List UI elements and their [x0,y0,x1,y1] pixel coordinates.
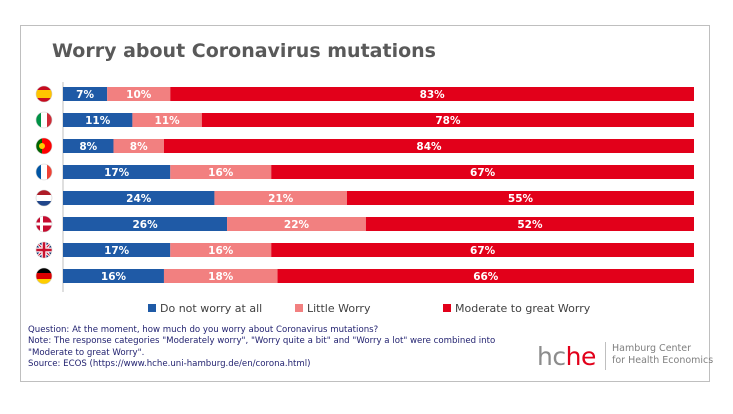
data-label-it-0: 11% [85,115,111,127]
bar-segment-es-1 [107,87,171,101]
flag-outline [35,85,53,103]
source-note: Source: ECOS (https://www.hche.uni-hambu… [28,359,311,370]
data-label-fr-2: 67% [470,167,496,179]
bar-segment-it-0 [63,113,133,127]
legend-label-2: Moderate to great Worry [455,302,591,315]
method-note: Note: The response categories "Moderatel… [28,336,496,358]
uk-flag-icon [36,242,52,258]
bar-segment-gb-2 [271,243,694,257]
data-label-de-0: 16% [101,271,127,283]
bar-segment-nl-0 [63,191,215,205]
data-label-fr-1: 16% [208,167,234,179]
legend-label-1: Little Worry [307,302,371,315]
data-label-pt-2: 84% [416,141,442,153]
flag-outline [35,137,53,155]
bar-segment-de-2 [277,269,694,283]
flag-outline [35,111,53,129]
bar-segment-fr-2 [271,165,694,179]
data-label-gb-2: 67% [470,245,496,257]
data-label-gb-1: 16% [208,245,234,257]
data-label-nl-2: 55% [508,193,534,205]
chart-title: Worry about Coronavirus mutations [52,40,436,62]
logo-caption-line1: Hamburg Center [612,343,692,354]
logo-he: he [565,342,597,371]
italy-flag-icon [36,112,52,128]
chart-notes: Question: At the moment, how much do you… [28,325,538,371]
spain-flag-icon [36,86,52,102]
data-label-dk-0: 26% [132,219,158,231]
data-label-de-1: 18% [208,271,234,283]
flag-outline [35,267,53,285]
bar-segment-dk-0 [63,217,228,231]
legend-label-0: Do not worry at all [160,302,262,315]
logo-caption: Hamburg Center for Health Economics [612,343,713,367]
bar-segment-pt-0 [63,139,114,153]
portugal-flag-icon [36,138,52,154]
denmark-flag-icon [36,216,52,232]
data-label-es-0: 7% [76,89,94,101]
question-note: Question: At the moment, how much do you… [28,325,379,335]
bar-segment-de-0 [63,269,164,283]
bar-segment-pt-1 [113,139,164,153]
bar-segment-gb-0 [63,243,171,257]
bar-segment-es-2 [170,87,694,101]
data-label-pt-1: 8% [130,141,148,153]
logo-divider [605,342,606,370]
flag-outline [35,215,53,233]
france-flag-icon [36,164,52,180]
bar-segment-it-2 [201,113,694,127]
data-label-it-1: 11% [155,115,181,127]
logo-hc: hc [537,342,566,371]
data-label-it-2: 78% [435,115,461,127]
flag-outline [35,241,53,259]
logo-caption-line2: for Health Economics [612,355,714,366]
netherlands-flag-icon [36,190,52,206]
hche-logo: hche [537,342,596,371]
data-label-dk-2: 52% [517,219,543,231]
bar-segment-it-1 [132,113,202,127]
flag-outline [35,163,53,181]
bar-segment-gb-1 [170,243,272,257]
data-label-nl-1: 21% [268,193,294,205]
chart-frame [20,25,710,382]
data-label-gb-0: 17% [104,245,130,257]
bar-segment-dk-2 [365,217,694,231]
bar-segment-de-1 [163,269,278,283]
bar-segment-pt-2 [163,139,694,153]
bar-segment-nl-2 [346,191,694,205]
bar-segment-nl-1 [214,191,347,205]
data-label-dk-1: 22% [284,219,310,231]
data-label-es-1: 10% [126,89,152,101]
germany-flag-icon [36,268,52,284]
bar-segment-fr-0 [63,165,171,179]
legend-swatch-2 [443,304,451,312]
bar-segment-fr-1 [170,165,272,179]
flag-outline [35,189,53,207]
data-label-pt-0: 8% [79,141,97,153]
data-label-es-2: 83% [420,89,446,101]
bar-segment-dk-1 [227,217,366,231]
data-label-nl-0: 24% [126,193,152,205]
legend-swatch-1 [295,304,303,312]
legend-swatch-0 [148,304,156,312]
data-label-fr-0: 17% [104,167,130,179]
bar-segment-es-0 [63,87,108,101]
data-label-de-2: 66% [473,271,499,283]
